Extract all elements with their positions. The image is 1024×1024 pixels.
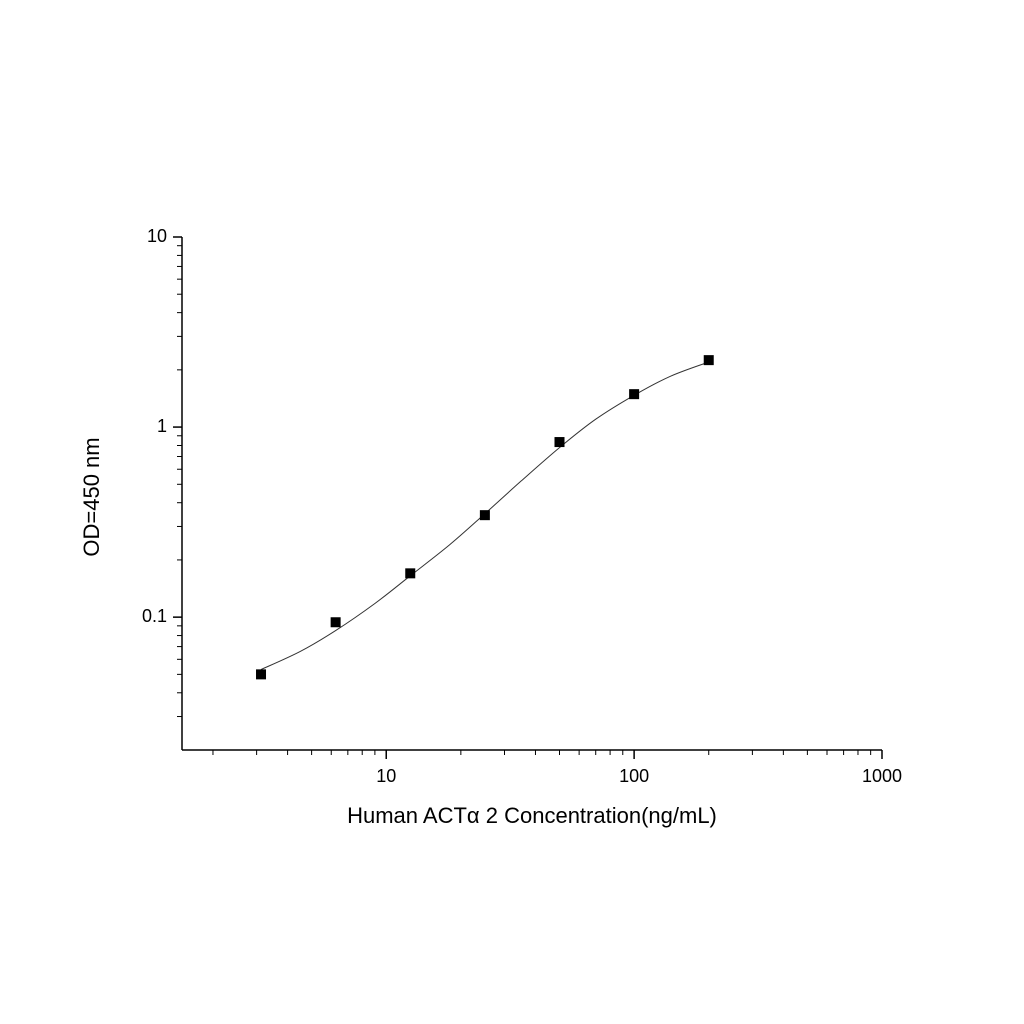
x-axis-title: Human ACTα 2 Concentration(ng/mL) bbox=[347, 803, 717, 828]
data-point bbox=[629, 389, 640, 400]
data-point bbox=[330, 617, 341, 628]
data-point bbox=[256, 669, 267, 680]
data-point bbox=[479, 510, 490, 521]
x-tick-label: 1000 bbox=[862, 766, 902, 786]
data-point bbox=[554, 437, 565, 448]
y-tick-label: 0.1 bbox=[142, 606, 167, 626]
y-tick-label: 10 bbox=[147, 226, 167, 246]
x-tick-label: 100 bbox=[619, 766, 649, 786]
data-point bbox=[703, 355, 714, 366]
y-tick-label: 1 bbox=[157, 416, 167, 436]
x-tick-label: 10 bbox=[376, 766, 396, 786]
y-axis-title: OD=450 nm bbox=[79, 437, 104, 556]
data-point bbox=[405, 568, 416, 579]
